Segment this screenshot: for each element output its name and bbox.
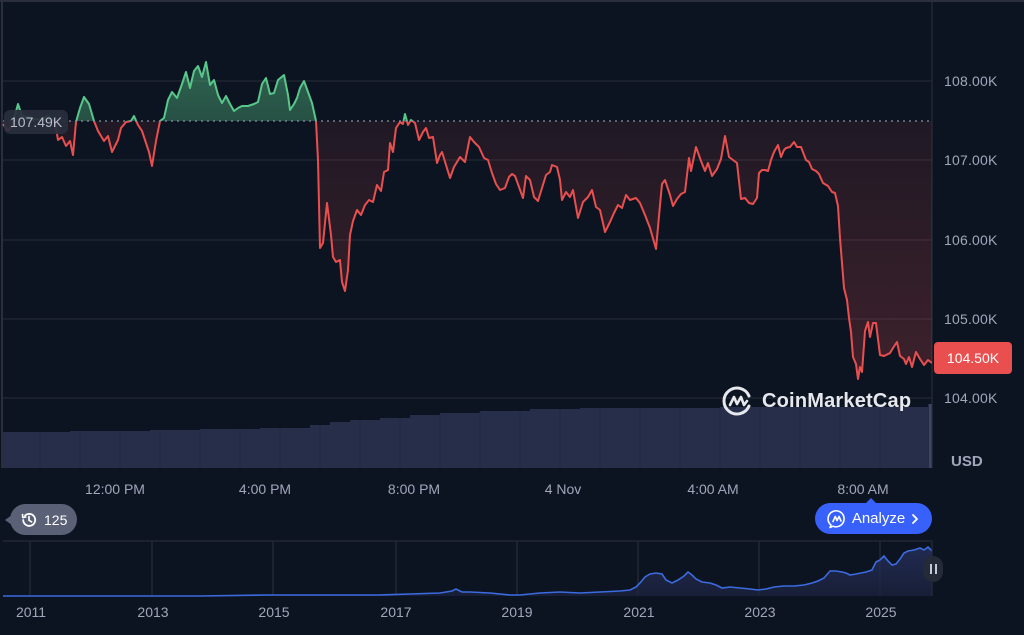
volume-bar-ticks — [39, 407, 881, 468]
cmc-chat-icon — [827, 509, 845, 528]
navigator-panel — [3, 540, 933, 597]
x-axis-label: 8:00 PM — [387, 481, 441, 497]
y-axis-label: 104.00K — [944, 390, 998, 406]
history-clock-icon — [21, 512, 37, 527]
pause-drag-handle-icon — [934, 564, 937, 574]
y-axis-label: 107.00K — [944, 152, 998, 168]
below-baseline-fill — [3, 121, 932, 379]
price-line-up — [12, 61, 414, 121]
coinmarketcap-logo-icon — [722, 386, 751, 416]
x-axis-label: 4:00 PM — [238, 481, 292, 497]
analyze-label: Analyze — [851, 510, 906, 527]
price-line-down — [2, 121, 932, 380]
volume-bars — [3, 407, 928, 468]
navigator-year-label: 2013 — [137, 604, 169, 620]
currency-label[interactable]: USD — [951, 453, 983, 470]
chevron-right-icon — [912, 513, 919, 524]
navigator-year-label: 2023 — [744, 604, 776, 620]
navigator-year-label: 2025 — [865, 604, 897, 620]
x-axis-label: 4 Nov — [544, 481, 582, 497]
navigator-year-label: 2015 — [258, 604, 290, 620]
x-axis-label: 8:00 AM — [837, 481, 889, 497]
navigator-drag-handle[interactable] — [923, 556, 943, 582]
x-axis-label: 12:00 PM — [85, 481, 145, 497]
analyze-button[interactable]: Analyze — [815, 498, 932, 534]
navigator-year-label: 2017 — [380, 604, 412, 620]
history-count-button[interactable]: 125 — [4, 504, 78, 535]
current-price-badge: 104.50K — [934, 342, 1012, 374]
navigator-year-label: 2011 — [15, 604, 47, 620]
y-axis-label: 105.00K — [944, 311, 998, 327]
x-axis-label: 4:00 AM — [687, 481, 739, 497]
pause-drag-handle-icon — [929, 564, 932, 574]
y-axis-label: 106.00K — [944, 232, 998, 248]
baseline-price-label: 107.49K — [4, 110, 69, 134]
watermark-text: CoinMarketCap — [762, 389, 912, 412]
navigator-year-gridlines — [29, 541, 881, 596]
coinmarketcap-watermark: CoinMarketCap — [722, 385, 911, 417]
history-count: 125 — [44, 511, 68, 528]
navigator-area — [3, 547, 932, 596]
y-axis-label: 108.00K — [944, 73, 998, 89]
navigator-year-label: 2021 — [623, 604, 655, 620]
navigator-year-label: 2019 — [501, 604, 533, 620]
gridlines — [3, 80, 932, 399]
navigator-line — [3, 545, 933, 597]
